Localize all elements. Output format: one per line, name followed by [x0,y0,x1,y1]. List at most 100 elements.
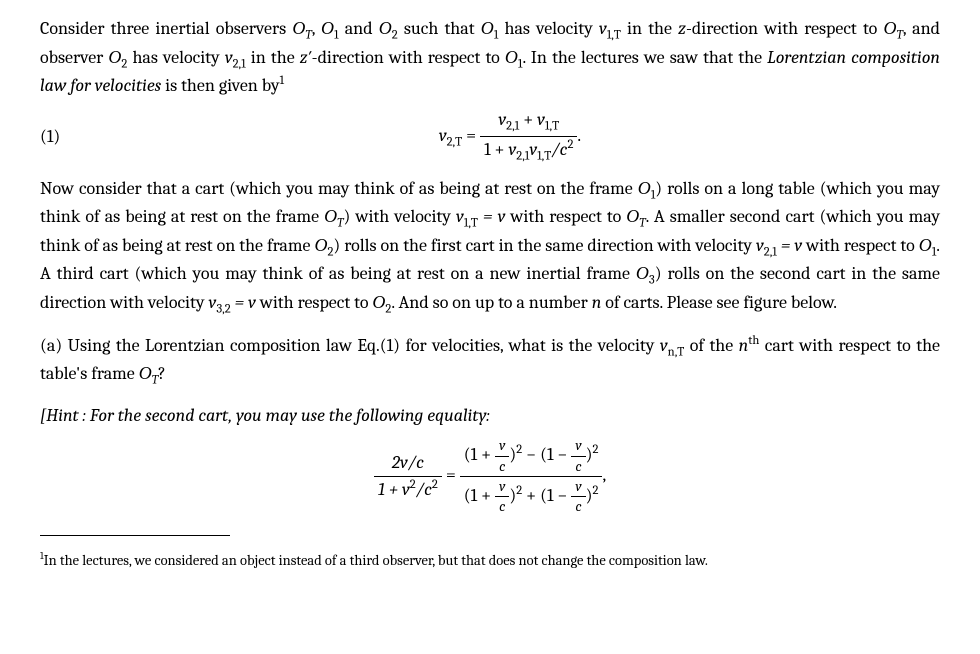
part-a: (a) Using the Lorentzian composition law… [40,333,940,390]
sub: 2,1 [764,245,777,259]
sub: n,T [668,345,685,359]
text: of the [684,335,738,356]
sub: 1,T [537,150,551,164]
text: has velocity [498,18,599,39]
equation-body: v2,T = v2,1 + v1,T 1 + v2,1v1,T/c2 . [80,108,940,165]
text: in the [246,47,300,68]
sym-O: O [481,18,494,38]
sym-v: v [571,436,585,456]
sym-z: z [678,18,686,39]
sym-O: O [638,178,651,198]
footnote-rule [40,535,230,536]
sup: th [748,334,759,348]
sym-n: n [592,292,602,313]
text: = v [231,292,256,313]
sub: 2,1 [233,57,246,71]
eq-sign: = [446,465,460,486]
setup-paragraph: Now consider that a cart (which you may … [40,176,940,319]
sup: 2 [567,138,573,152]
sub: 1,T [545,120,559,134]
plus: + [526,485,540,506]
text: the lectures we saw that the [552,47,767,68]
sup: 2 [593,484,599,498]
sym-c: c [571,497,585,516]
sym-v: v [537,109,545,130]
sym-v: v [495,436,509,456]
text: (1 − [540,444,571,465]
sym-v: v [498,109,506,130]
sym-O: O [372,292,385,312]
sub: 1,T [607,29,621,43]
sub: 2,1 [506,120,519,134]
equation-1: (1) v2,T = v2,1 + v1,T 1 + v2,1v1,T/c2 . [40,108,940,165]
text: ) [586,444,593,465]
text: ) with velocity [344,206,456,227]
text: ) rolls on the first cart in the same di… [333,235,756,256]
sym-O: O [292,18,305,38]
sub: 3,2 [216,303,230,317]
sub: 2,1 [516,150,529,164]
sym-z: z′ [300,47,312,68]
sym-v: v [456,206,464,227]
footnote: 1In the lectures, we considered an objec… [40,550,940,571]
sym-O: O [505,47,518,67]
small-frac: vc [495,477,509,517]
numerator: (1 + vc)2 − (1 − vc)2 [460,436,603,477]
intro-paragraph: Consider three inertial observers OT, O1… [40,16,940,98]
sym-O: O [883,18,896,38]
text: Now consider that a cart (which you may … [40,178,638,199]
text: and [339,18,379,39]
sym-c: c [571,457,585,476]
text: /c [551,139,567,160]
denominator: 1 + v2,1v1,T/c2 [480,137,577,166]
text: , [312,18,321,39]
sym-v: v [529,139,537,160]
sym-O: O [379,18,392,38]
sup: 2 [432,478,438,492]
sym-v: v [439,125,447,146]
hint-text: [Hint : For the second cart, you may use… [40,404,940,428]
footnote-marker: 1 [280,74,285,88]
comma: , [602,465,606,486]
period: . [577,125,581,146]
text: in the [621,18,678,39]
sym-v: v [571,477,585,497]
text: -direction with respect to [312,47,505,68]
sym-O: O [919,235,932,255]
text: of carts. Please see figure below. [601,292,837,313]
sym-O: O [314,235,327,255]
text: . In [522,47,547,68]
text: is then given by [161,75,279,96]
lhs-fraction: 2v/c 1 + v2/c2 [374,451,442,502]
sub: 2,T [447,136,463,150]
text: with respect to [256,292,373,313]
eq-sign: = [462,125,480,146]
small-frac: vc [571,436,585,476]
sup: 2 [516,443,522,457]
sym-c: c [495,497,509,516]
sym-v: v [495,477,509,497]
sup: 2 [516,484,522,498]
text: = v [478,206,505,227]
hint-equation: 2v/c 1 + v2/c2 = (1 + vc)2 − (1 − vc)2 (… [40,436,940,517]
numerator: v2,1 + v1,T [480,108,577,137]
sym-v: v [599,18,607,39]
sym-c: c [495,457,509,476]
text: ) [586,485,593,506]
numerator: 2v/c [374,451,442,476]
small-frac: vc [571,477,585,517]
text: (a) Using the Lorentzian composition law… [40,335,660,356]
small-frac: vc [495,436,509,476]
text: ? [158,363,166,384]
equation-number: (1) [40,125,80,149]
sub: 1,T [464,217,478,231]
text: . And so on up to a number [391,292,591,313]
minus: − [526,444,540,465]
text: (1 + [464,485,495,506]
sym-O: O [626,206,639,226]
text: (1 + [464,444,495,465]
denominator: (1 + vc)2 + (1 − vc)2 [460,477,603,517]
text: -direction [686,18,758,39]
sym-O: O [324,206,337,226]
text: Consider three inertial observers [40,18,292,39]
